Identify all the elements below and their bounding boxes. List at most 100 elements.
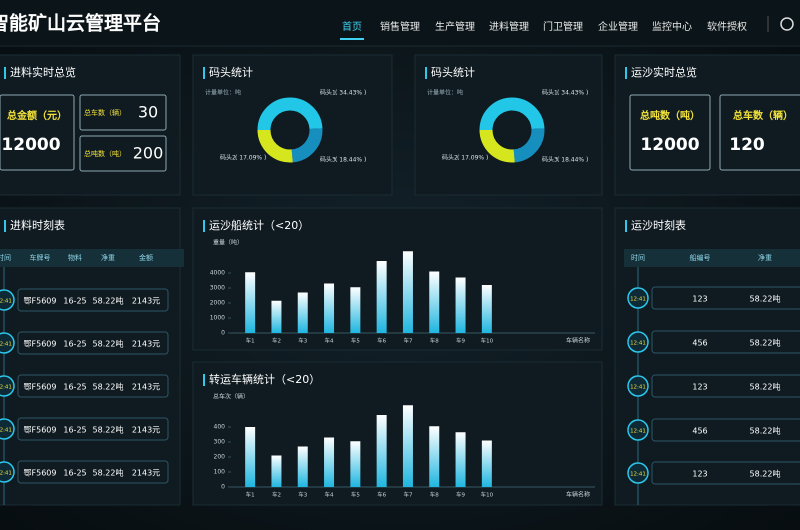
table-header: 时间 — [631, 253, 645, 262]
segment-value-label: ( 34.43% ) — [557, 90, 588, 97]
time-badge-text: 12:41 — [0, 299, 12, 305]
donut-segment — [257, 129, 293, 163]
stat-box — [79, 94, 167, 131]
nav-item[interactable]: 监控中心 — [652, 20, 692, 33]
nav-item[interactable]: 企业管理 — [598, 20, 638, 33]
stat-box — [79, 135, 167, 172]
panel-title-marker — [203, 67, 205, 79]
bar — [350, 441, 361, 487]
panel-title: 码头统计 — [209, 66, 253, 79]
table-row-frame — [651, 286, 800, 310]
table-header-row — [624, 249, 800, 267]
stat-value: 12000 — [1, 135, 60, 155]
y-tick-label: 200 — [214, 454, 226, 461]
table-cell: 16-25 — [63, 426, 86, 435]
y-tick-label: 0 — [221, 330, 225, 337]
bar — [481, 285, 492, 333]
panel-title: 运沙船统计（<20） — [209, 218, 309, 232]
stat-label: 总金额（元） — [7, 109, 67, 122]
table-header: 船编号 — [690, 253, 711, 262]
time-badge-text: 12:41 — [0, 428, 12, 434]
panel-title-marker — [425, 67, 427, 79]
bar — [455, 277, 466, 333]
table-cell: 2143元 — [132, 340, 160, 349]
app-title: 智能矿山云管理平台 — [0, 12, 161, 35]
stat-box — [719, 94, 800, 171]
table-cell: 鄂F5609 — [24, 297, 57, 306]
x-tick-label: 车9 — [456, 337, 466, 345]
panel-title-marker — [625, 220, 627, 232]
bar — [429, 426, 440, 487]
bar — [455, 432, 466, 487]
nav-item[interactable]: 门卫管理 — [543, 20, 583, 33]
table-row-frame — [651, 330, 800, 354]
table-cell: 58.22吨 — [93, 339, 124, 349]
table-cell: 58.22吨 — [750, 294, 781, 304]
nav-item[interactable]: 销售管理 — [380, 20, 420, 33]
segment-label: 码头2 — [442, 154, 458, 162]
nav-item[interactable]: 软件授权 — [707, 20, 747, 33]
segment-value-label: ( 17.09% ) — [457, 155, 488, 162]
stat-label: 总车数（辆） — [84, 108, 126, 117]
stat-value: 200 — [133, 144, 164, 163]
panel-title-marker — [203, 220, 205, 232]
time-badge — [627, 419, 649, 441]
nav-item[interactable]: 生产管理 — [435, 20, 475, 33]
table-header-row — [0, 249, 184, 267]
x-tick-label: 车7 — [403, 491, 413, 499]
panel-title: 转运车辆统计（<20） — [209, 372, 320, 386]
nav-item[interactable]: 首页 — [342, 20, 362, 33]
time-badge — [627, 331, 649, 353]
bar — [376, 261, 387, 333]
segment-label: 码头1 — [542, 89, 558, 97]
donut-segment — [479, 129, 515, 163]
time-badge-text: 12:41 — [630, 472, 646, 478]
table-cell: 456 — [692, 427, 707, 436]
time-badge — [0, 375, 15, 397]
time-badge-text: 12:41 — [0, 342, 12, 348]
header-bar — [0, 0, 800, 46]
user-icon[interactable] — [780, 17, 794, 31]
bar — [271, 300, 282, 333]
x-axis-title: 车辆名称 — [566, 337, 590, 345]
donut-segment — [479, 97, 545, 131]
bar — [350, 287, 361, 333]
x-tick-label: 车10 — [481, 491, 494, 499]
x-tick-label: 车2 — [272, 337, 281, 345]
table-header: 车牌号 — [30, 253, 51, 262]
table-header: 金额 — [139, 253, 153, 262]
nav-item[interactable]: 进料管理 — [489, 20, 529, 33]
segment-label: 码头3 — [542, 156, 558, 164]
panel — [614, 54, 800, 196]
x-tick-label: 车5 — [351, 337, 361, 345]
panel — [0, 54, 181, 196]
segment-value-label: ( 17.09% ) — [235, 155, 266, 162]
donut-segment — [513, 128, 545, 163]
table-cell: 123 — [692, 295, 707, 304]
bar — [429, 271, 440, 333]
table-cell: 2143元 — [132, 426, 160, 435]
time-badge-text: 12:41 — [630, 297, 646, 303]
x-tick-label: 车4 — [325, 491, 335, 499]
bar — [271, 455, 282, 487]
x-tick-label: 车6 — [377, 337, 387, 345]
table-cell: 58.22吨 — [93, 296, 124, 306]
y-axis-title: 重量（吨） — [213, 239, 243, 247]
unit-label: 计量单位：吨 — [427, 89, 463, 97]
segment-label: 码头2 — [220, 154, 236, 162]
table-header: 净重 — [101, 253, 115, 262]
y-tick-label: 400 — [214, 424, 226, 431]
table-row-frame — [17, 288, 169, 312]
y-tick-label: 0 — [221, 484, 225, 491]
panel-title-marker — [203, 374, 205, 386]
x-tick-label: 车1 — [246, 491, 255, 499]
panel-title-marker — [625, 67, 627, 79]
x-tick-label: 车2 — [272, 491, 281, 499]
y-tick-label: 1000 — [210, 315, 225, 322]
time-badge — [0, 289, 15, 311]
panel-title-marker — [4, 220, 6, 232]
x-tick-label: 车4 — [325, 337, 335, 345]
table-cell: 16-25 — [63, 383, 86, 392]
stat-value: 12000 — [640, 135, 699, 155]
